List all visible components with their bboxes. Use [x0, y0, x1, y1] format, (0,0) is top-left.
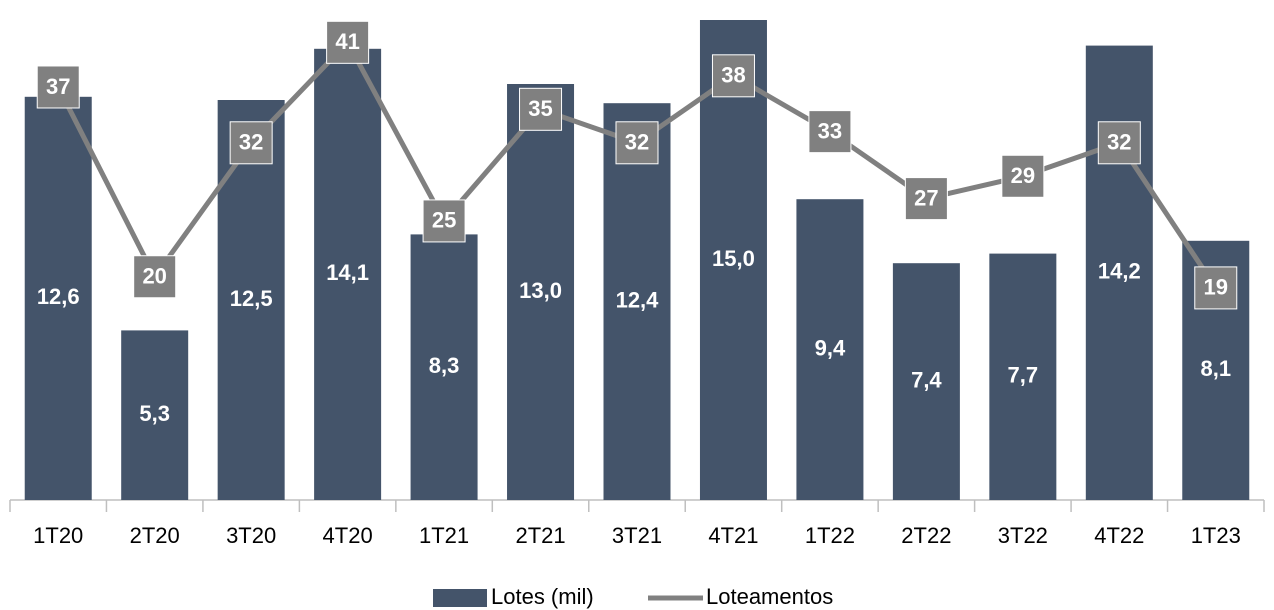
line-marker [1001, 154, 1045, 198]
bar [410, 234, 478, 500]
legend-label: Lotes (mil) [491, 584, 594, 609]
x-tick-label: 4T20 [323, 523, 373, 548]
bar-value-label: 12,4 [616, 287, 660, 312]
bar [314, 48, 382, 501]
bar-value-label: 7,7 [1008, 363, 1039, 388]
bar [507, 84, 575, 500]
line-value-label: 32 [625, 130, 649, 155]
line-value-label: 25 [432, 208, 456, 233]
line-marker [133, 255, 177, 299]
line-value-label: 32 [1107, 130, 1131, 155]
x-tick-label: 1T21 [419, 523, 469, 548]
line-value-label: 33 [818, 118, 842, 143]
bar [699, 20, 767, 500]
x-tick-label: 3T21 [612, 523, 662, 548]
bar [121, 330, 189, 500]
line-value-label: 27 [914, 185, 938, 210]
line-marker [711, 54, 755, 98]
bar-value-label: 8,3 [429, 353, 460, 378]
line-marker [808, 110, 852, 154]
legend-label: Loteamentos [706, 584, 833, 609]
x-tick-label: 2T21 [515, 523, 565, 548]
line-marker [36, 65, 80, 109]
line-value-label: 35 [528, 96, 552, 121]
line-marker [519, 87, 563, 131]
x-tick-label: 3T22 [998, 523, 1048, 548]
bar [603, 103, 671, 500]
line-marker [1194, 266, 1238, 310]
line-value-label: 20 [142, 264, 166, 289]
x-tick-label: 3T20 [226, 523, 276, 548]
bar [892, 263, 960, 500]
line-value-label: 38 [721, 63, 745, 88]
x-tick-label: 4T22 [1094, 523, 1144, 548]
x-tick-label: 2T20 [130, 523, 180, 548]
x-tick-label: 2T22 [901, 523, 951, 548]
bar-value-label: 15,0 [712, 246, 755, 271]
line-value-label: 19 [1204, 275, 1228, 300]
bar-value-label: 14,1 [326, 260, 369, 285]
bar [24, 96, 92, 501]
bar-value-label: 12,5 [230, 286, 273, 311]
bar [796, 199, 864, 500]
x-tick-label: 1T20 [33, 523, 83, 548]
line-marker [422, 199, 466, 243]
bar [989, 253, 1057, 500]
bar-value-label: 7,4 [911, 367, 942, 392]
line-value-label: 29 [1011, 163, 1035, 188]
bar-value-label: 8,1 [1200, 356, 1231, 381]
line-value-label: 41 [335, 29, 359, 54]
line-marker [1097, 121, 1141, 165]
line-value-label: 32 [239, 130, 263, 155]
line-value-label: 37 [46, 74, 70, 99]
x-tick-label: 4T21 [708, 523, 758, 548]
legend-swatch [433, 589, 487, 607]
line-marker [904, 177, 948, 221]
bar-value-label: 12,6 [37, 284, 80, 309]
bar-value-label: 5,3 [139, 401, 170, 426]
bar [217, 100, 285, 500]
bar-value-label: 14,2 [1098, 259, 1141, 284]
bar-value-label: 9,4 [815, 335, 846, 360]
line-marker [615, 121, 659, 165]
bar-value-label: 13,0 [519, 278, 562, 303]
line-marker [326, 20, 370, 64]
x-tick-label: 1T23 [1191, 523, 1241, 548]
x-tick-label: 1T22 [805, 523, 855, 548]
line-marker [229, 121, 273, 165]
